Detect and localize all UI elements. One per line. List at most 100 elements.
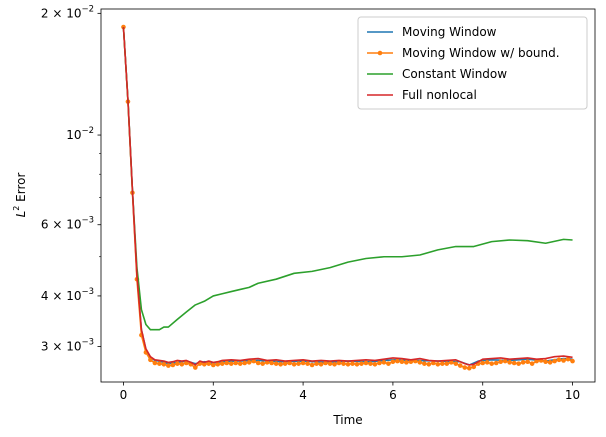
data-point (206, 361, 212, 366)
series-layer (121, 24, 575, 371)
data-point (341, 361, 346, 366)
data-point (502, 358, 508, 364)
data-point (363, 360, 369, 366)
data-point (354, 361, 360, 367)
data-point (184, 360, 189, 366)
y-tick-label: 10−2 (66, 126, 94, 142)
data-point (201, 361, 207, 367)
legend-marker (377, 50, 383, 56)
data-point (219, 361, 225, 366)
legend-label: Full nonlocal (402, 88, 477, 102)
data-point (493, 360, 499, 366)
data-point (193, 365, 198, 370)
x-axis: 0 2 4 6 8 10 (120, 382, 580, 402)
data-point (368, 361, 373, 366)
x-tick-label: 10 (565, 388, 580, 402)
data-point (179, 361, 185, 367)
data-point (507, 360, 512, 365)
data-point (529, 361, 535, 366)
x-tick-label: 4 (299, 388, 307, 402)
legend-frame (357, 16, 588, 110)
y-tick-label: 6 × 10−3 (41, 216, 94, 232)
data-point (417, 360, 423, 365)
data-point (210, 362, 216, 368)
data-point (561, 358, 566, 363)
data-point (520, 360, 526, 365)
data-point (251, 358, 256, 364)
data-point (282, 361, 288, 366)
data-point (516, 361, 521, 366)
y-axis-label-superscript: 2 (12, 206, 21, 211)
data-point (386, 361, 391, 366)
data-point (444, 361, 450, 366)
legend: Moving Window Moving Window w/ bound. Cons… (357, 16, 588, 110)
y-tick-label: 2 × 10−2 (41, 4, 94, 20)
legend-label: Moving Window (402, 25, 497, 39)
data-point (291, 361, 297, 367)
data-point (547, 360, 553, 365)
data-point (157, 361, 162, 366)
x-axis-label: Time (332, 413, 362, 427)
data-point (161, 361, 167, 367)
data-point (300, 360, 306, 366)
data-point (228, 361, 234, 366)
data-point (233, 360, 239, 366)
data-point (440, 361, 445, 366)
x-tick-label: 0 (120, 388, 128, 402)
data-point (350, 361, 355, 366)
data-point (489, 361, 495, 366)
data-point (246, 360, 252, 365)
data-point (255, 360, 261, 366)
y-tick-label: 3 × 10−3 (41, 337, 94, 353)
data-point (278, 361, 283, 367)
data-point (260, 361, 265, 366)
data-point (345, 361, 351, 367)
data-point (359, 361, 364, 366)
legend-label: Moving Window w/ bound. (402, 46, 560, 60)
data-point (377, 360, 382, 366)
data-point (224, 360, 230, 366)
data-point (556, 357, 562, 363)
data-point (462, 365, 468, 370)
x-tick-label: 2 (209, 388, 217, 402)
data-point (457, 363, 463, 368)
data-point (305, 361, 310, 366)
y-axis-label: L2 Error (12, 173, 28, 218)
data-point (287, 360, 292, 366)
data-point (570, 358, 575, 364)
data-point (152, 360, 158, 366)
data-point (273, 361, 279, 366)
data-point (498, 359, 503, 365)
data-point (170, 362, 176, 368)
data-point (525, 359, 530, 365)
data-point (309, 362, 315, 368)
x-tick-label: 8 (479, 388, 487, 402)
data-point (565, 356, 571, 362)
data-point (166, 363, 171, 368)
y-tick-label: 4 × 10−3 (41, 287, 94, 303)
data-point (327, 361, 333, 366)
data-point (242, 360, 248, 366)
x-tick-label: 6 (389, 388, 397, 402)
data-point (426, 361, 432, 367)
data-point (264, 360, 270, 365)
data-point (543, 359, 548, 365)
data-point (453, 361, 459, 366)
data-point (484, 360, 490, 365)
data-point (422, 361, 427, 366)
data-point (471, 364, 477, 370)
data-point (552, 358, 557, 364)
data-point (480, 360, 486, 366)
series-line-constant-window (122, 26, 573, 331)
data-point (511, 360, 517, 366)
data-point (466, 365, 472, 371)
data-point (323, 360, 328, 366)
plot-frame (100, 8, 596, 383)
data-point (404, 360, 409, 365)
data-point (390, 359, 396, 365)
data-point (448, 360, 454, 365)
data-point (296, 361, 301, 366)
data-point (408, 359, 414, 365)
y-axis: 3 × 10−3 4 × 10−3 6 × 10−3 10−2 2 × 10−2 (41, 4, 101, 353)
data-point (237, 361, 243, 366)
